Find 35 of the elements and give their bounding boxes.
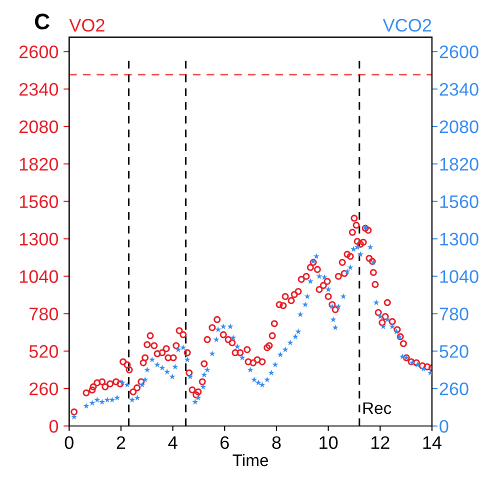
y-tick-label: 520 [29,345,58,358]
x-tick-label: 10 [320,436,338,449]
y-tick-label: 1560 [20,195,58,208]
text: C [35,14,50,30]
y2-tick-label: 1300 [440,232,478,246]
x-tick-label: 6 [220,436,229,449]
y-tick-label: 2080 [19,120,58,134]
x-tick-label: 8 [272,436,281,449]
x-tick-label: 12 [371,436,390,449]
x-tick-label: 0 [64,436,74,449]
y2-tick-label: 2600 [440,46,478,58]
y2-tick-label: 1040 [440,270,478,283]
x-tick-label: 4 [168,436,178,449]
y-tick-label: 1300 [20,232,58,246]
y-tick-label: 2600 [19,46,58,58]
y-tick-label: 0 [49,420,58,433]
y-tick-label: 1820 [20,158,58,171]
y2-tick-label: 0 [440,420,448,433]
y2-tick-label: 1820 [440,158,478,171]
y2-tick-label: 1560 [440,195,478,208]
y2-tick-label: 260 [440,382,468,396]
y2-tick-label: 520 [440,345,468,358]
y2-tick-label: 780 [440,308,468,320]
x-axis-title: Time [232,454,268,466]
y-tick-label: 1040 [20,270,58,283]
y2-tick-label: 2340 [440,82,478,96]
x-tick-label: 2 [116,436,126,449]
x-tick-label: 14 [423,436,442,449]
y-tick-label: 260 [30,382,58,396]
y-axis-title: VO2 [69,18,104,32]
ref-line-label: Rec [363,402,392,414]
y2-axis-title: VCO2 [382,18,432,32]
y-tick-label: 780 [30,308,58,320]
y-tick-label: 2340 [19,82,58,96]
y2-tick-label: 2080 [440,120,478,134]
